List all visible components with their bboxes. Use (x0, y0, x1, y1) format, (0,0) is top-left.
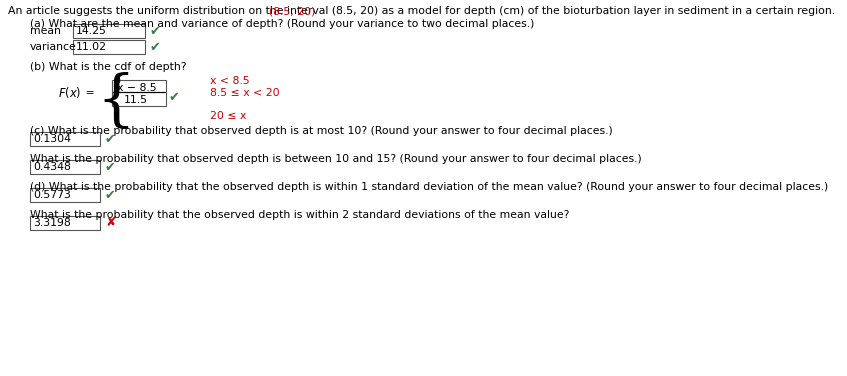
Text: {: { (96, 72, 135, 132)
Text: 20 ≤ x: 20 ≤ x (210, 111, 246, 121)
Text: An article suggests the uniform distribution on the interval (8.5, 20) as a mode: An article suggests the uniform distribu… (8, 6, 835, 16)
Text: (b) What is the cdf of depth?: (b) What is the cdf of depth? (30, 62, 186, 72)
Text: 0.4348: 0.4348 (33, 162, 71, 172)
Bar (73, 40, 145, 54)
Text: 8.5 ≤ x < 20: 8.5 ≤ x < 20 (210, 88, 280, 98)
Text: 11.5: 11.5 (124, 95, 148, 105)
Bar (30, 132, 100, 146)
Text: (d) What is the probability that the observed depth is within 1 standard deviati: (d) What is the probability that the obs… (30, 182, 828, 192)
Text: (a) What are the mean and variance of depth? (Round your variance to two decimal: (a) What are the mean and variance of de… (30, 19, 534, 29)
Text: ✔: ✔ (105, 188, 116, 202)
Bar (112, 80, 166, 106)
Text: 3.3198: 3.3198 (33, 218, 71, 228)
Text: (8.5, 20): (8.5, 20) (269, 6, 315, 16)
Bar (30, 216, 100, 230)
Text: 11.02: 11.02 (76, 42, 107, 52)
Text: 0.5773: 0.5773 (33, 190, 71, 200)
Text: ✔: ✔ (150, 24, 161, 38)
Text: ✘: ✘ (105, 217, 116, 229)
Text: x < 8.5: x < 8.5 (210, 76, 250, 86)
Text: variance: variance (30, 42, 77, 52)
Text: 14.25: 14.25 (76, 26, 107, 36)
Text: 0: 0 (113, 76, 120, 86)
Text: =: = (82, 88, 95, 98)
Text: ✔: ✔ (105, 132, 116, 146)
Text: What is the probability that observed depth is between 10 and 15? (Round your an: What is the probability that observed de… (30, 154, 642, 164)
Text: ✔: ✔ (169, 91, 180, 105)
Text: (c) What is the probability that observed depth is at most 10? (Round your answe: (c) What is the probability that observe… (30, 126, 612, 136)
Text: ✔: ✔ (105, 161, 116, 173)
Text: mean: mean (30, 26, 61, 36)
Text: 0.1304: 0.1304 (33, 134, 71, 144)
Bar (30, 188, 100, 202)
Text: What is the probability that the observed depth is within 2 standard deviations : What is the probability that the observe… (30, 210, 569, 220)
Text: $F(x)$: $F(x)$ (58, 85, 81, 100)
Bar (73, 24, 145, 38)
Text: x − 8.5: x − 8.5 (117, 83, 157, 93)
Text: 1: 1 (113, 111, 120, 121)
Text: ✔: ✔ (150, 41, 161, 53)
Bar (30, 160, 100, 174)
